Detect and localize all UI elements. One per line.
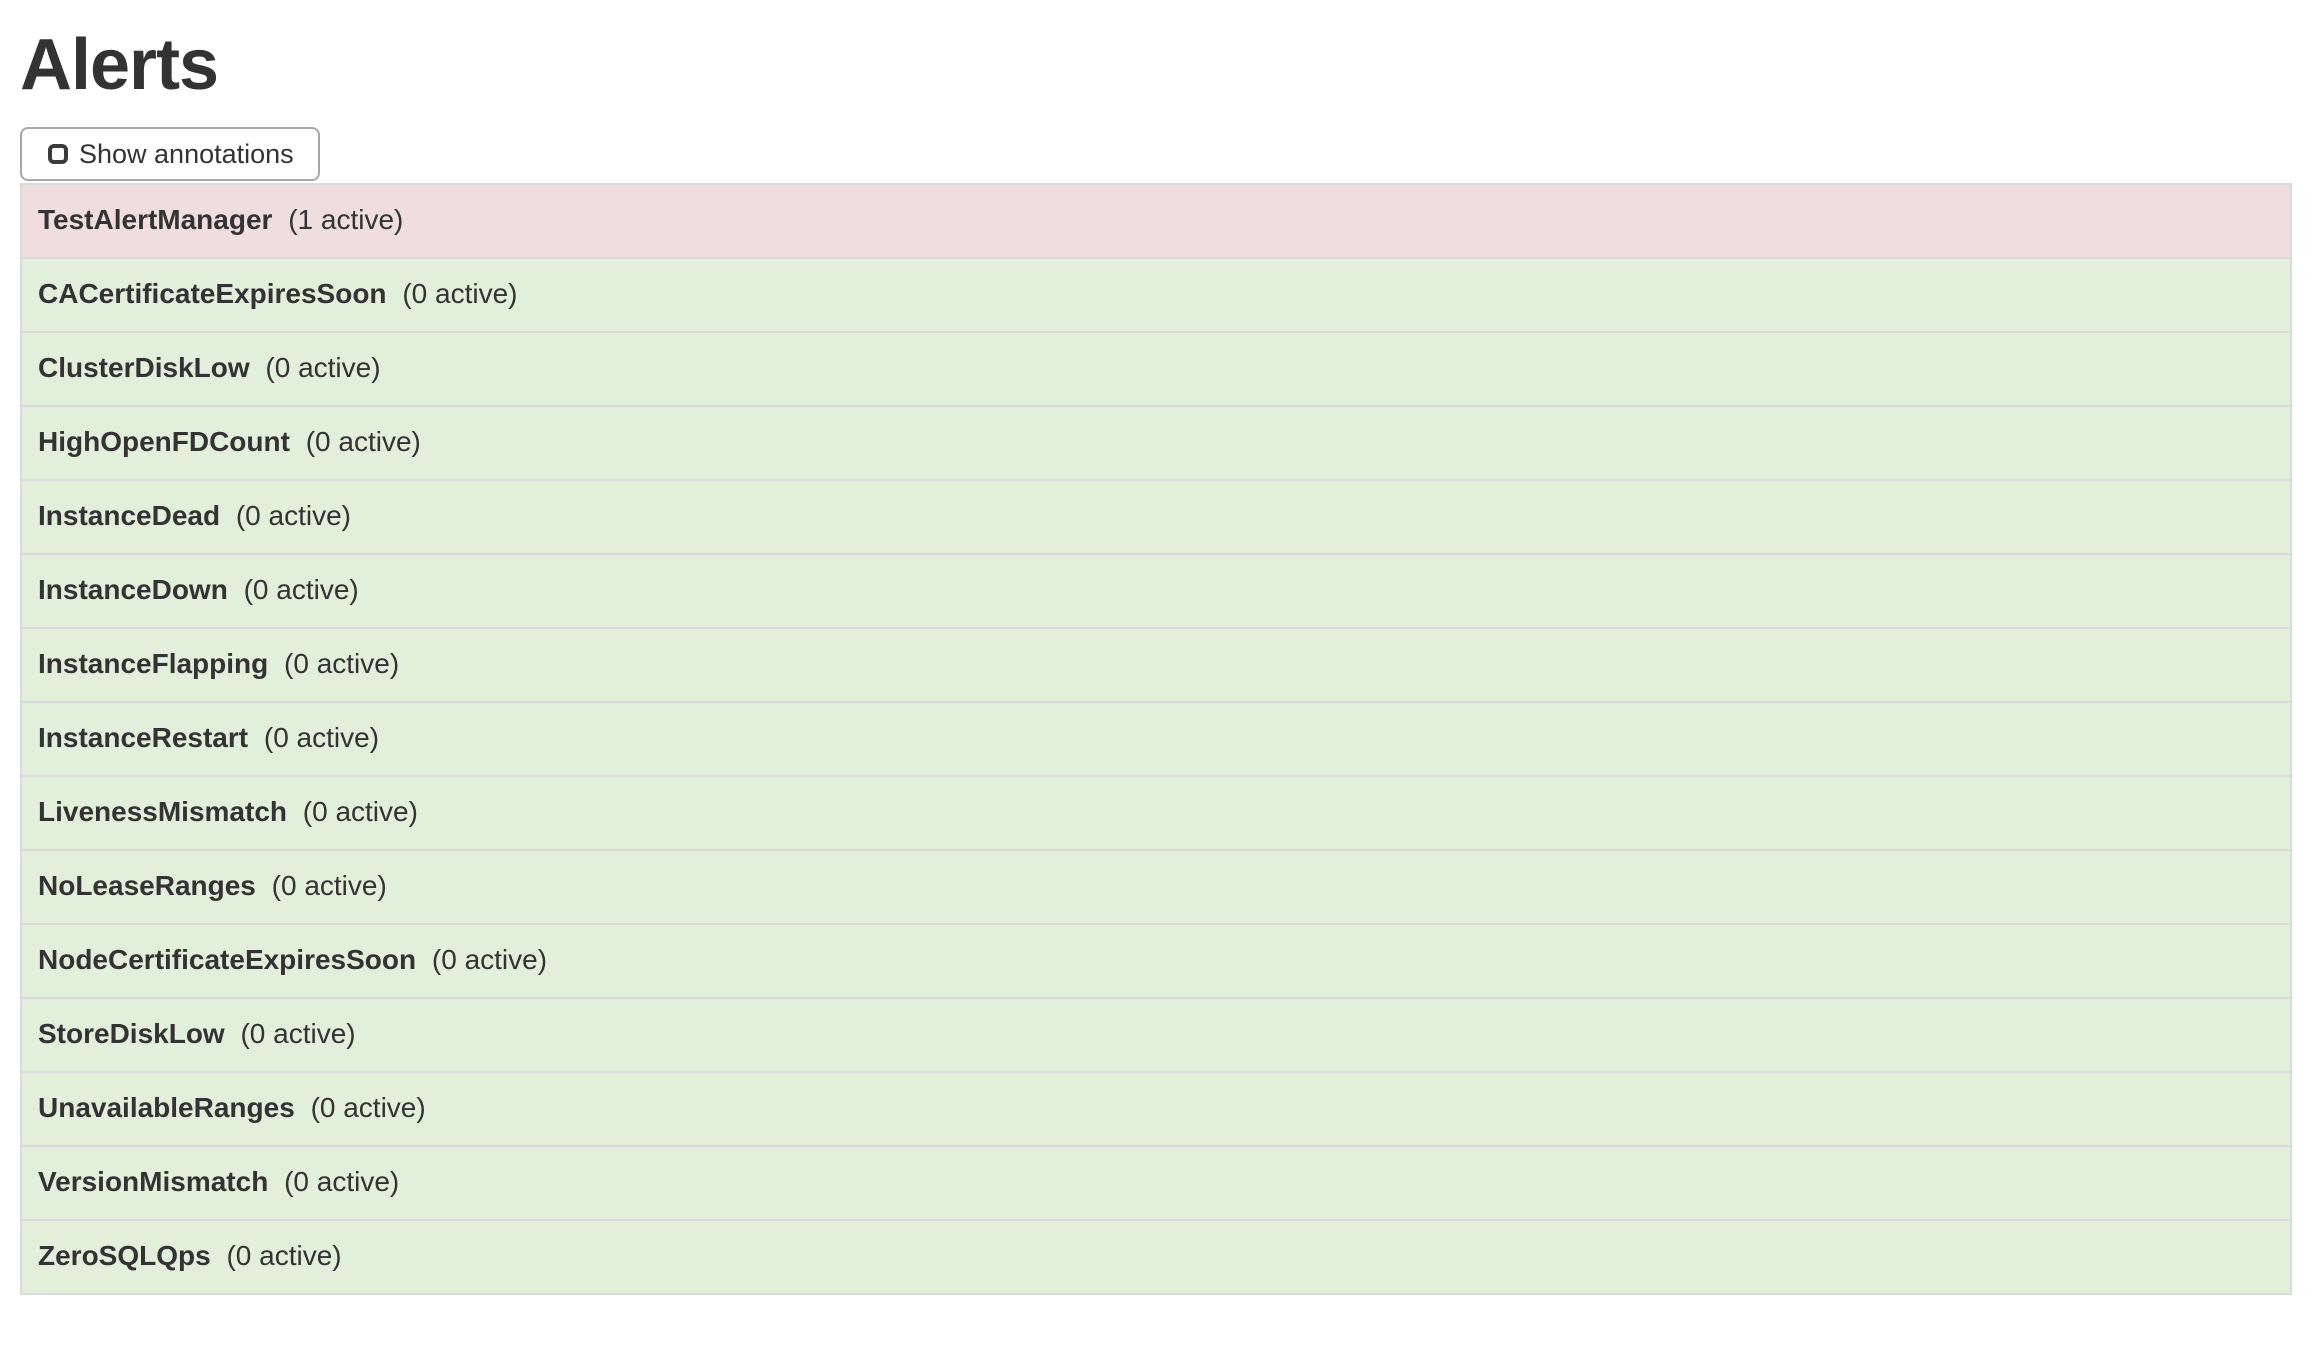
show-annotations-label: Show annotations <box>79 138 294 169</box>
alert-rule-name[interactable]: UnavailableRanges <box>38 1092 295 1124</box>
alert-rule-row[interactable]: InstanceRestart (0 active) <box>20 701 2292 778</box>
alert-active-count: (0 active) <box>235 500 352 532</box>
alert-rule-row[interactable]: InstanceDead (0 active) <box>20 479 2292 556</box>
alert-rule-row[interactable]: CACertificateExpiresSoon (0 active) <box>20 257 2292 334</box>
alert-rule-cell[interactable]: ZeroSQLQps (0 active) <box>20 1219 2292 1296</box>
checkbox-unchecked-icon[interactable] <box>48 144 68 165</box>
alert-rule-row[interactable]: InstanceDown (0 active) <box>20 553 2292 630</box>
alert-rule-cell[interactable]: LivenessMismatch (0 active) <box>20 775 2292 852</box>
alert-rule-name[interactable]: ZeroSQLQps <box>38 1240 211 1272</box>
alert-rule-cell[interactable]: UnavailableRanges (0 active) <box>20 1071 2292 1148</box>
alert-rule-row[interactable]: InstanceFlapping (0 active) <box>20 627 2292 704</box>
alert-rule-cell[interactable]: InstanceFlapping (0 active) <box>20 627 2292 704</box>
alert-rule-name[interactable]: CACertificateExpiresSoon <box>38 278 387 310</box>
alert-rule-row[interactable]: NodeCertificateExpiresSoon (0 active) <box>20 923 2292 1000</box>
alert-rule-row[interactable]: VersionMismatch (0 active) <box>20 1145 2292 1222</box>
alert-rule-name[interactable]: NoLeaseRanges <box>38 870 256 902</box>
alert-rule-cell[interactable]: CACertificateExpiresSoon (0 active) <box>20 257 2292 334</box>
alert-rule-row[interactable]: LivenessMismatch (0 active) <box>20 775 2292 852</box>
alert-active-count: (0 active) <box>284 1166 400 1198</box>
alert-rule-row[interactable]: NoLeaseRanges (0 active) <box>20 849 2292 926</box>
alert-active-count: (0 active) <box>265 352 381 384</box>
alert-active-count: (1 active) <box>288 204 404 236</box>
alert-rule-name[interactable]: InstanceFlapping <box>38 648 269 680</box>
alert-rule-cell[interactable]: ClusterDiskLow (0 active) <box>20 331 2292 408</box>
alert-active-count: (0 active) <box>240 1018 356 1050</box>
alert-rule-name[interactable]: ClusterDiskLow <box>38 352 250 384</box>
alert-rule-row[interactable]: ClusterDiskLow (0 active) <box>20 331 2292 408</box>
alert-rule-row[interactable]: UnavailableRanges (0 active) <box>20 1071 2292 1148</box>
alert-rule-row[interactable]: StoreDiskLow (0 active) <box>20 997 2292 1074</box>
alerts-table-body: TestAlertManager (1 active) CACertificat… <box>20 183 2292 1296</box>
alert-active-count: (0 active) <box>310 1092 426 1124</box>
alert-rule-row[interactable]: HighOpenFDCount (0 active) <box>20 405 2292 482</box>
alert-rule-cell[interactable]: StoreDiskLow (0 active) <box>20 997 2292 1074</box>
alert-rule-cell[interactable]: InstanceRestart (0 active) <box>20 701 2292 778</box>
alert-rule-row[interactable]: TestAlertManager (1 active) <box>20 183 2292 260</box>
show-annotations-button[interactable]: Show annotations <box>20 127 320 182</box>
alert-rule-cell[interactable]: InstanceDown (0 active) <box>20 553 2292 630</box>
alert-active-count: (0 active) <box>302 796 418 828</box>
alert-active-count: (0 active) <box>243 574 359 606</box>
alert-rule-row[interactable]: ZeroSQLQps (0 active) <box>20 1219 2292 1296</box>
alert-rule-name[interactable]: TestAlertManager <box>38 204 273 236</box>
alert-active-count: (0 active) <box>284 648 400 680</box>
alert-rule-name[interactable]: StoreDiskLow <box>38 1018 225 1050</box>
alerts-page: Alerts Show annotations TestAlertManager… <box>0 25 2312 1358</box>
alert-rule-name[interactable]: InstanceDown <box>38 574 228 606</box>
alert-rule-cell[interactable]: HighOpenFDCount (0 active) <box>20 405 2292 482</box>
alert-active-count: (0 active) <box>431 944 548 976</box>
page-title: Alerts <box>20 25 219 105</box>
alert-rule-name[interactable]: InstanceDead <box>38 500 221 532</box>
alert-rule-name[interactable]: VersionMismatch <box>38 1166 269 1198</box>
alert-rule-name[interactable]: InstanceRestart <box>38 722 249 754</box>
alert-rule-name[interactable]: NodeCertificateExpiresSoon <box>38 944 417 976</box>
alert-rule-name[interactable]: HighOpenFDCount <box>38 426 290 458</box>
alert-rule-cell[interactable]: VersionMismatch (0 active) <box>20 1145 2292 1222</box>
alert-rule-cell[interactable]: TestAlertManager (1 active) <box>20 183 2292 260</box>
alert-rule-cell[interactable]: InstanceDead (0 active) <box>20 479 2292 556</box>
alert-rule-cell[interactable]: NoLeaseRanges (0 active) <box>20 849 2292 926</box>
alert-active-count: (0 active) <box>263 722 380 754</box>
alert-active-count: (0 active) <box>305 426 421 458</box>
alert-active-count: (0 active) <box>402 278 518 310</box>
alert-active-count: (0 active) <box>271 870 387 902</box>
alert-rule-name[interactable]: LivenessMismatch <box>38 796 287 828</box>
alert-rule-cell[interactable]: NodeCertificateExpiresSoon (0 active) <box>20 923 2292 1000</box>
alerts-table: TestAlertManager (1 active) CACertificat… <box>20 183 2292 1296</box>
alert-active-count: (0 active) <box>226 1240 342 1272</box>
